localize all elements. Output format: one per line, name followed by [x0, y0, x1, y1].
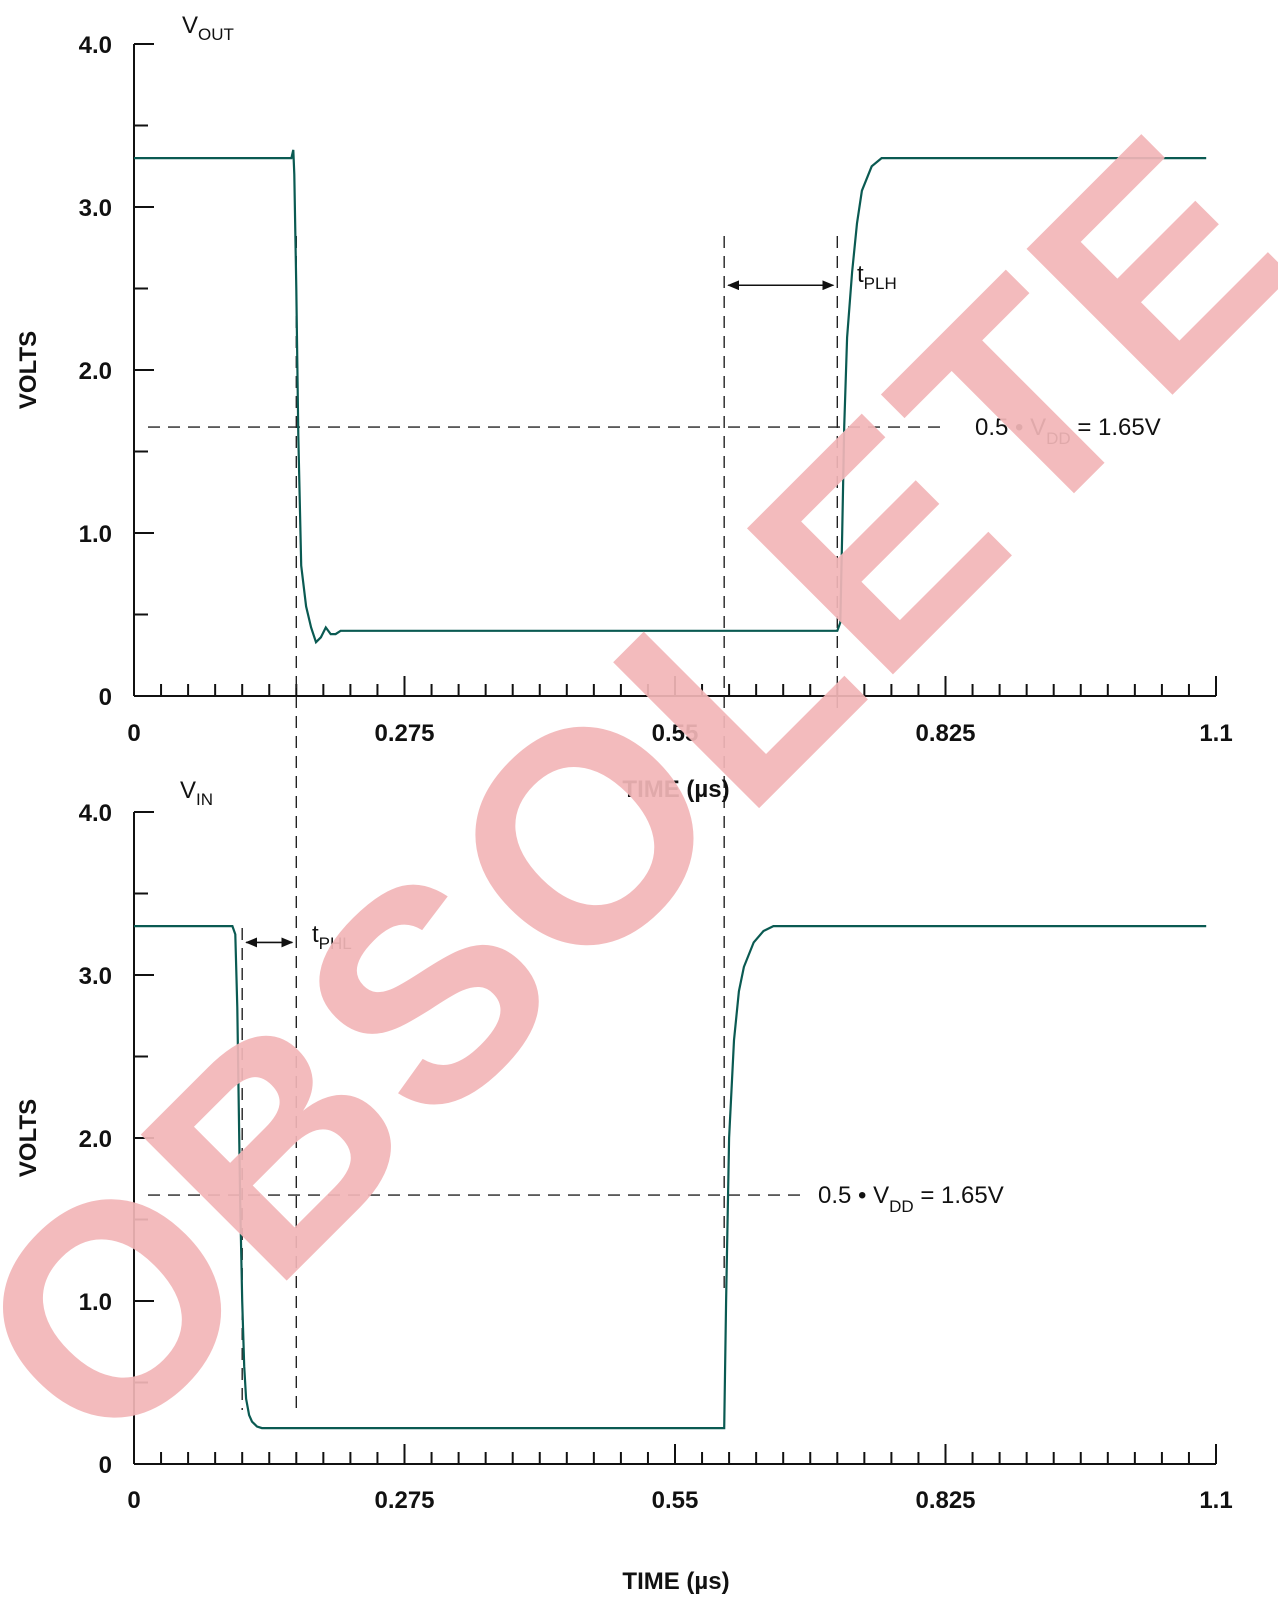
vin-x-tick-label: 0.275 — [374, 1487, 434, 1514]
vout-y-axis-title: VOLTS — [15, 331, 42, 409]
vin-chart: 0 1.0 2.0 3.0 4.0 0 0.275 0.55 0.825 1.1 VIN 0.5… — [15, 777, 1233, 1595]
vin-x-tick-label: 0 — [127, 1487, 140, 1514]
vin-y-tick-label: 1.0 — [79, 1289, 112, 1316]
vout-y-tick-label: 2.0 — [79, 358, 112, 385]
vout-trace-line — [134, 149, 1207, 645]
vout-y-tick-label: 1.0 — [79, 521, 112, 548]
vout-x-tick-label: 0.275 — [374, 720, 434, 747]
vout-y-tick-label: 0 — [99, 684, 112, 711]
tplh-label: tPLH — [857, 261, 897, 293]
vin-y-ticks: 0 1.0 2.0 3.0 4.0 — [79, 800, 154, 1479]
vout-x-ticks: 0 0.275 0.55 0.825 1.1 — [127, 676, 1233, 747]
vout-x-axis-title: TIME (µs) — [622, 776, 729, 803]
vout-chart: 0 1.0 2.0 3.0 4.0 0 0.275 0.55 0.825 1.1 VOUT 0.… — [15, 12, 1233, 1410]
vin-signal-label: VIN — [180, 777, 213, 809]
vin-y-tick-label: 4.0 — [79, 800, 112, 827]
vin-x-axis-title: TIME (µs) — [622, 1568, 729, 1595]
vout-x-tick-label: 0.55 — [652, 720, 699, 747]
vin-y-axis-title: VOLTS — [15, 1099, 42, 1177]
vin-threshold-label: 0.5 • VDD = 1.65V — [818, 1182, 1004, 1216]
vin-trace-line — [134, 925, 1207, 1430]
vout-x-tick-label: 0.825 — [915, 720, 975, 747]
vin-x-tick-label: 0.55 — [652, 1487, 699, 1514]
vout-x-tick-label: 1.1 — [1199, 720, 1232, 747]
vout-y-tick-label: 3.0 — [79, 195, 112, 222]
vout-threshold-label: 0.5 • VDD = 1.65V — [975, 414, 1161, 448]
vout-guides — [148, 236, 945, 1410]
vin-x-ticks: 0 0.275 0.55 0.825 1.1 — [127, 1444, 1233, 1514]
vout-x-tick-label: 0 — [127, 720, 140, 747]
vin-y-tick-label: 2.0 — [79, 1126, 112, 1153]
vin-x-tick-label: 0.825 — [915, 1487, 975, 1514]
vin-x-tick-label: 1.1 — [1199, 1487, 1232, 1514]
vout-y-ticks: 0 1.0 2.0 3.0 4.0 — [79, 32, 154, 711]
vout-signal-label: VOUT — [182, 12, 234, 44]
vin-y-tick-label: 3.0 — [79, 963, 112, 990]
vin-y-tick-label: 0 — [99, 1452, 112, 1479]
tphl-label: tPHL — [312, 921, 352, 953]
vout-y-tick-label: 4.0 — [79, 32, 112, 59]
